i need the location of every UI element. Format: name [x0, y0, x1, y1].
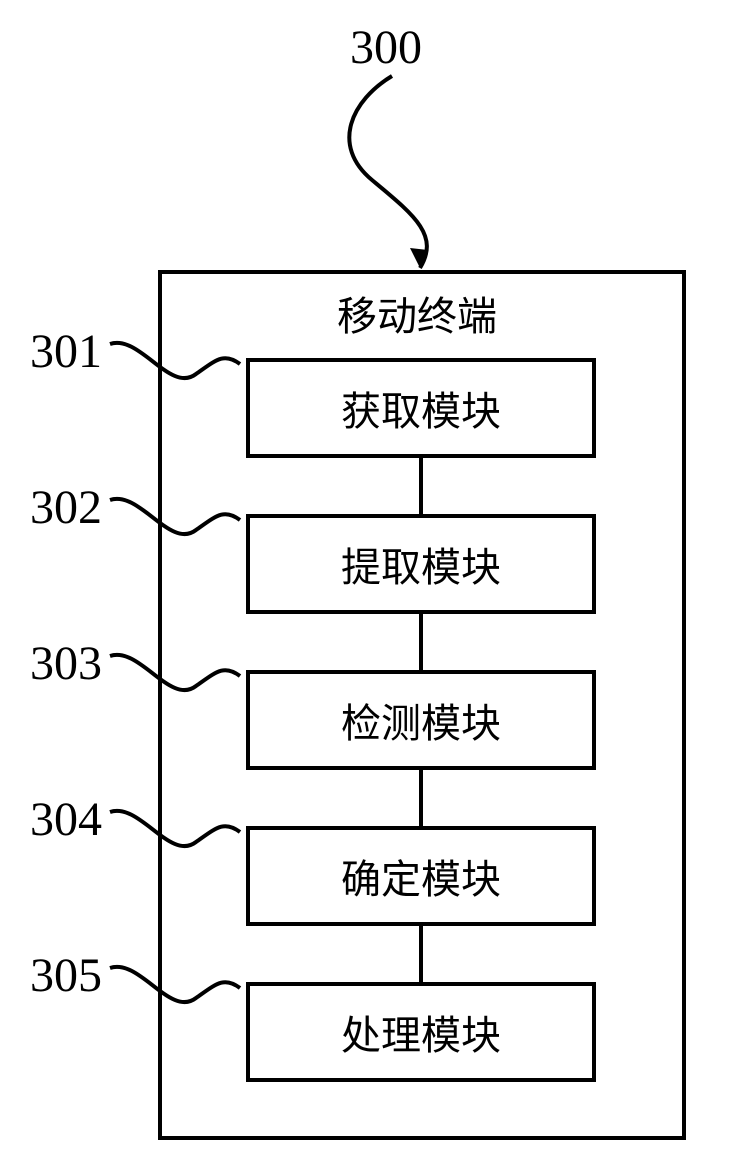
module-leader-301 — [110, 344, 310, 464]
connector-b303-b304 — [419, 770, 423, 826]
module-ref-label-303: 303 — [30, 636, 102, 691]
connector-b301-b302 — [419, 458, 423, 514]
container-leader-path — [349, 76, 427, 268]
module-leader-304 — [110, 812, 310, 932]
module-ref-label-302: 302 — [30, 480, 102, 535]
module-box-label: 确定模块 — [341, 847, 501, 905]
module-leader-path — [110, 967, 240, 1002]
module-ref-label-304: 304 — [30, 792, 102, 847]
module-leader-path — [110, 343, 240, 378]
module-box-label: 获取模块 — [341, 379, 501, 437]
module-ref-label-305: 305 — [30, 948, 102, 1003]
module-box-label: 提取模块 — [341, 535, 501, 593]
module-leader-302 — [110, 500, 310, 620]
container-title: 移动终端 — [337, 284, 497, 342]
module-leader-305 — [110, 968, 310, 1088]
module-ref-label-301: 301 — [30, 324, 102, 379]
connector-b302-b303 — [419, 614, 423, 670]
module-leader-303 — [110, 656, 310, 776]
connector-b304-b305 — [419, 926, 423, 982]
diagram-canvas: 300 移动终端 获取模块301提取模块302检测模块303确定模块304处理模… — [0, 0, 748, 1172]
module-box-label: 处理模块 — [341, 1003, 501, 1061]
module-leader-path — [110, 499, 240, 534]
container-leader — [0, 0, 748, 300]
module-leader-path — [110, 655, 240, 690]
module-leader-path — [110, 811, 240, 846]
module-box-label: 检测模块 — [341, 691, 501, 749]
